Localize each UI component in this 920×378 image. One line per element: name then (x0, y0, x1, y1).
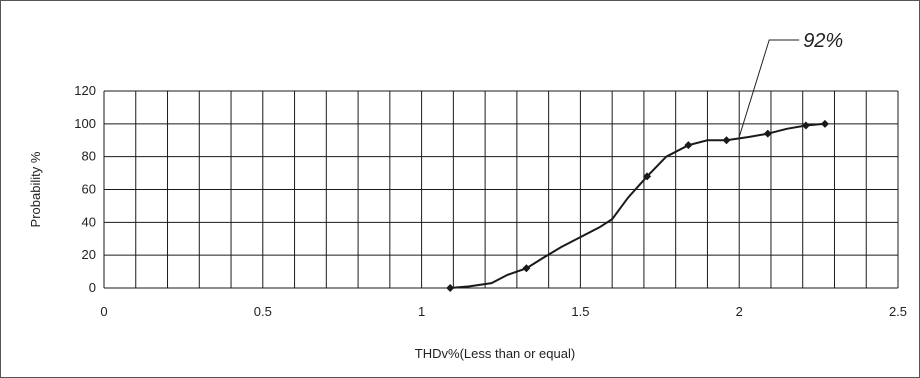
data-point-marker (522, 264, 531, 273)
grid (103, 90, 899, 289)
y-tick-label: 120 (74, 83, 96, 98)
x-tick-label: 1 (418, 304, 425, 319)
y-tick-label: 20 (82, 247, 96, 262)
x-tick-label: 2 (736, 304, 743, 319)
x-tick-label: 1.5 (571, 304, 589, 319)
series-line (450, 122, 826, 289)
data-point-marker (643, 172, 652, 181)
tick-labels: 0 0.5 1 1.5 2 2.5 0 20 40 60 80 100 120 (74, 83, 907, 319)
y-tick-label: 80 (82, 149, 96, 164)
y-axis-label: Probability % (28, 151, 43, 227)
y-tick-label: 100 (74, 116, 96, 131)
y-tick-label: 0 (89, 280, 96, 295)
data-point-marker (820, 119, 829, 128)
series-markers (446, 119, 829, 292)
data-point-marker (763, 129, 772, 138)
x-tick-label: 0 (100, 304, 107, 319)
y-tick-label: 60 (82, 182, 96, 197)
y-tick-label: 40 (82, 214, 96, 229)
x-tick-label: 0.5 (254, 304, 272, 319)
annotation-label: 92% (803, 30, 843, 52)
data-point-marker (801, 121, 810, 130)
x-axis-label: THDv%(Less than or equal) (415, 346, 575, 361)
annotation-leader-line (738, 39, 800, 138)
x-tick-label: 2.5 (889, 304, 907, 319)
annotation: 92% (738, 30, 843, 138)
data-point-marker (684, 141, 693, 150)
data-point-marker (722, 136, 731, 145)
data-point-marker (446, 284, 455, 292)
